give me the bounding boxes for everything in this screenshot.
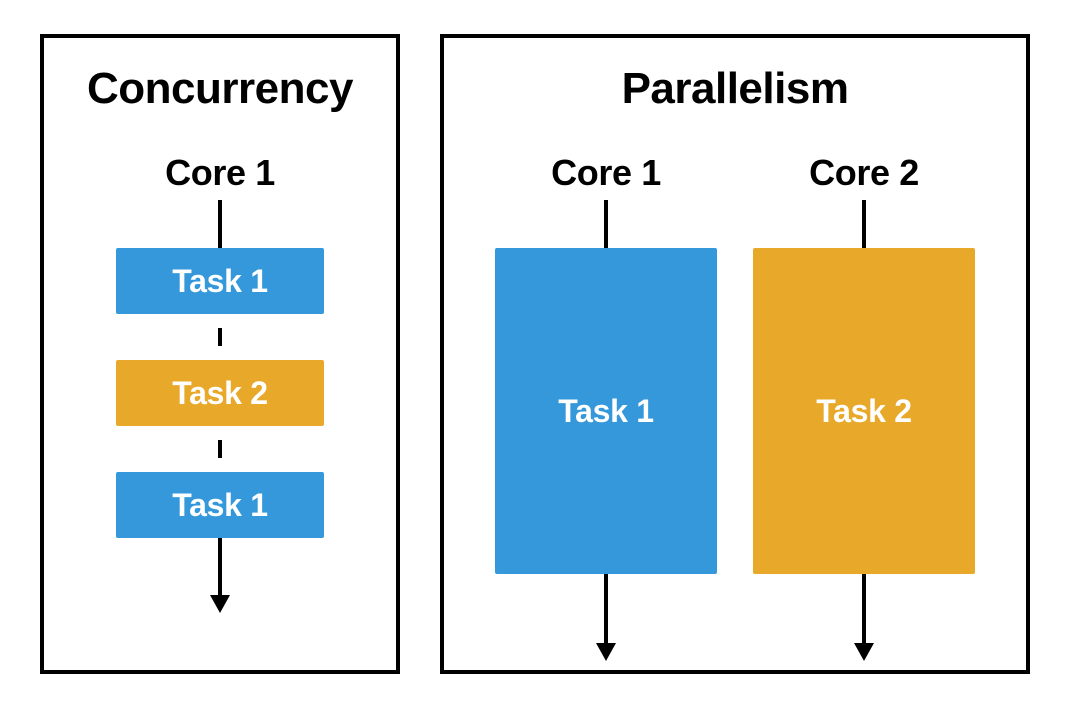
parallelism-core-1-label: Core 1	[551, 152, 661, 194]
axis-segment	[862, 200, 866, 248]
parallelism-title: Parallelism	[622, 64, 849, 114]
axis-segment	[218, 328, 222, 346]
concurrency-core-column: Core 1 Task 1 Task 2 Task 1	[116, 124, 324, 613]
axis-segment	[862, 574, 866, 644]
concurrency-task-2: Task 2	[116, 360, 324, 426]
arrow-down-icon	[210, 595, 230, 613]
arrow-down-icon	[854, 643, 874, 661]
concurrency-panel: Concurrency Core 1 Task 1 Task 2 Task 1	[40, 34, 400, 674]
parallelism-core-2-column: Core 2 Task 2	[753, 124, 975, 661]
concurrency-core-1-label: Core 1	[165, 152, 275, 194]
parallelism-core-2-label: Core 2	[809, 152, 919, 194]
parallelism-task-2: Task 2	[753, 248, 975, 574]
axis-segment	[218, 200, 222, 248]
concurrency-title: Concurrency	[87, 64, 353, 114]
parallelism-task-1: Task 1	[495, 248, 717, 574]
axis-segment	[604, 200, 608, 248]
concurrency-task-1b: Task 1	[116, 472, 324, 538]
timeline-axis: Task 1 Task 2 Task 1	[116, 200, 324, 613]
parallelism-cores-row: Core 1 Task 1 Core 2 Task 2	[468, 124, 1002, 661]
parallelism-panel: Parallelism Core 1 Task 1 Core 2 Task 2	[440, 34, 1030, 674]
parallelism-core-1-column: Core 1 Task 1	[495, 124, 717, 661]
timeline-axis: Task 2	[753, 200, 975, 661]
concurrency-task-1a: Task 1	[116, 248, 324, 314]
axis-segment	[218, 440, 222, 458]
arrow-down-icon	[596, 643, 616, 661]
timeline-axis: Task 1	[495, 200, 717, 661]
axis-segment	[218, 538, 222, 596]
axis-segment	[604, 574, 608, 644]
